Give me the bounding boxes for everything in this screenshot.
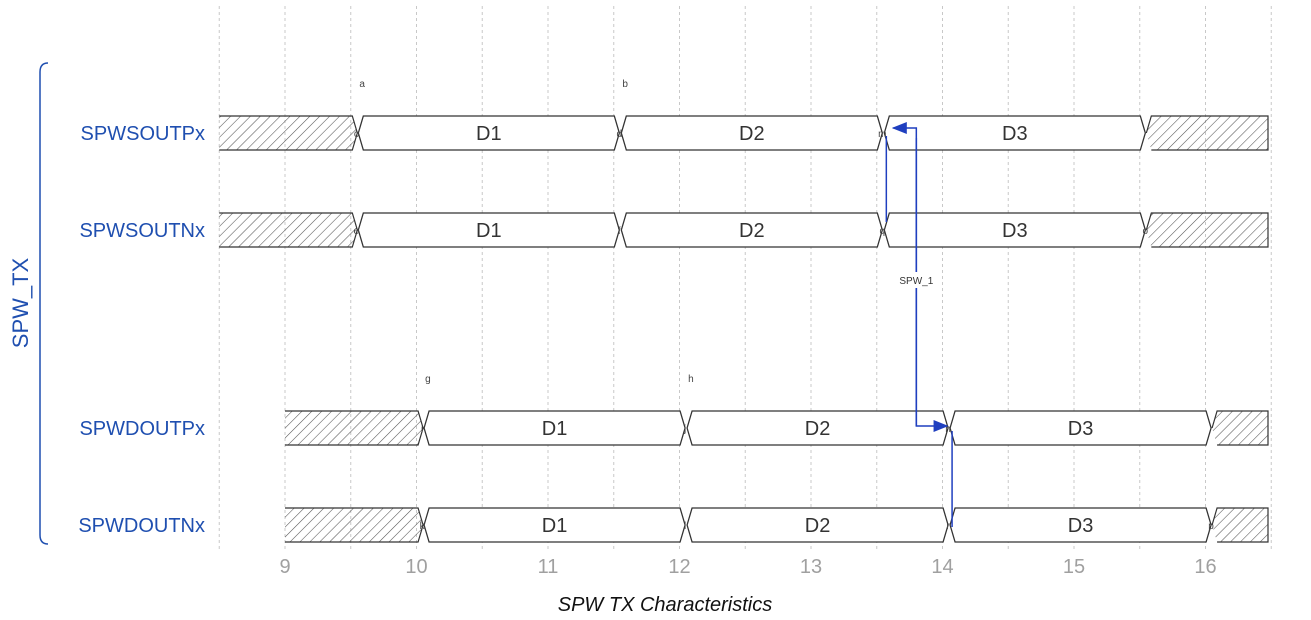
data-segment [357, 212, 621, 248]
node-label: f [618, 226, 621, 237]
data-segment [686, 507, 949, 543]
data-segment-label: D3 [1068, 515, 1094, 537]
data-segment-label: D2 [739, 123, 765, 145]
node-label: c [354, 129, 359, 140]
node-label: r [946, 521, 950, 532]
undefined-segment [285, 508, 424, 542]
data-segment-label: D1 [542, 515, 568, 537]
node-label: p [1208, 521, 1214, 532]
node-label: d [617, 129, 623, 140]
data-segment-label: D2 [739, 220, 765, 242]
undefined-segment-edge [219, 115, 358, 151]
node-label: e [354, 226, 360, 237]
x-tick-label: 10 [405, 556, 427, 578]
signal-label: SPWDOUTNx [78, 515, 205, 537]
x-tick-label: 11 [538, 556, 559, 578]
signal-labels: SPWSOUTPx SPWSOUTNx SPWDOUTPx SPWDOUTNx [78, 123, 205, 537]
data-segment-label: D3 [1002, 220, 1028, 242]
x-tick-label: 15 [1063, 556, 1085, 578]
timing-arrow-down [915, 138, 949, 432]
node-label: o [1143, 226, 1149, 237]
data-segment-label: D2 [805, 418, 831, 440]
data-segment-label: D2 [805, 515, 831, 537]
x-tick-label: 16 [1194, 556, 1216, 578]
data-segment [620, 212, 884, 248]
node-label: q [880, 226, 886, 237]
data-segment [357, 115, 621, 151]
undefined-segment [1212, 508, 1268, 542]
node-label: h [688, 374, 694, 385]
undefined-segment-edge [285, 410, 424, 446]
undefined-segment [1212, 411, 1268, 445]
arrow-label: SPW_1 [899, 276, 933, 287]
data-segment [949, 410, 1212, 446]
node-label: l [684, 521, 686, 532]
data-segment [620, 115, 884, 151]
data-segment [423, 410, 686, 446]
undefined-segment [285, 411, 424, 445]
undefined-segment-edge [1145, 115, 1269, 151]
node-label: j [683, 424, 686, 435]
undefined-segment [1146, 116, 1268, 150]
data-segment [883, 212, 1147, 248]
undefined-segment-edge [1211, 507, 1269, 543]
group-label: SPW_TX [8, 257, 33, 348]
data-segment-label: D1 [542, 418, 568, 440]
undefined-segment [1146, 213, 1268, 247]
node-label: b [622, 79, 628, 90]
x-tick-label: 9 [279, 556, 290, 578]
signal-label: SPWDOUTPx [79, 418, 205, 440]
x-tick-label: 13 [800, 556, 822, 578]
data-segment-label: D3 [1068, 418, 1094, 440]
data-segment [423, 507, 686, 543]
waveforms: D1 D2 D3 D1 D2 D3 D1 D2 D3 D1 D2 D3 [219, 115, 1269, 543]
x-tick-label: 12 [668, 556, 690, 578]
data-segment [883, 115, 1147, 151]
undefined-segment-edge [219, 212, 358, 248]
undefined-segment-edge [1145, 212, 1269, 248]
data-segment-label: D3 [1002, 123, 1028, 145]
timing-arrow: SPW_1 [885, 122, 953, 527]
grid-lines [218, 6, 1272, 550]
arrow-label-bg [891, 272, 942, 288]
x-axis-ticks: 9 10 11 12 13 14 15 16 [279, 556, 1216, 578]
undefined-segment [219, 116, 358, 150]
x-tick-label: 14 [931, 556, 953, 578]
node-label: k [420, 521, 426, 532]
diagram-caption: SPW TX Characteristics [558, 594, 772, 616]
node-label: m [878, 129, 886, 140]
data-segment-label: D1 [476, 220, 502, 242]
signal-label: SPWSOUTNx [79, 220, 205, 242]
group-bracket [39, 62, 49, 545]
node-label: a [359, 79, 365, 90]
node-label: i [421, 424, 423, 435]
data-segment [949, 507, 1212, 543]
undefined-segment-edge [1211, 410, 1269, 446]
undefined-segment [219, 213, 358, 247]
undefined-segment-edge [285, 507, 424, 543]
data-segment-label: D1 [476, 123, 502, 145]
signal-label: SPWSOUTPx [81, 123, 205, 145]
node-label: g [425, 374, 431, 385]
